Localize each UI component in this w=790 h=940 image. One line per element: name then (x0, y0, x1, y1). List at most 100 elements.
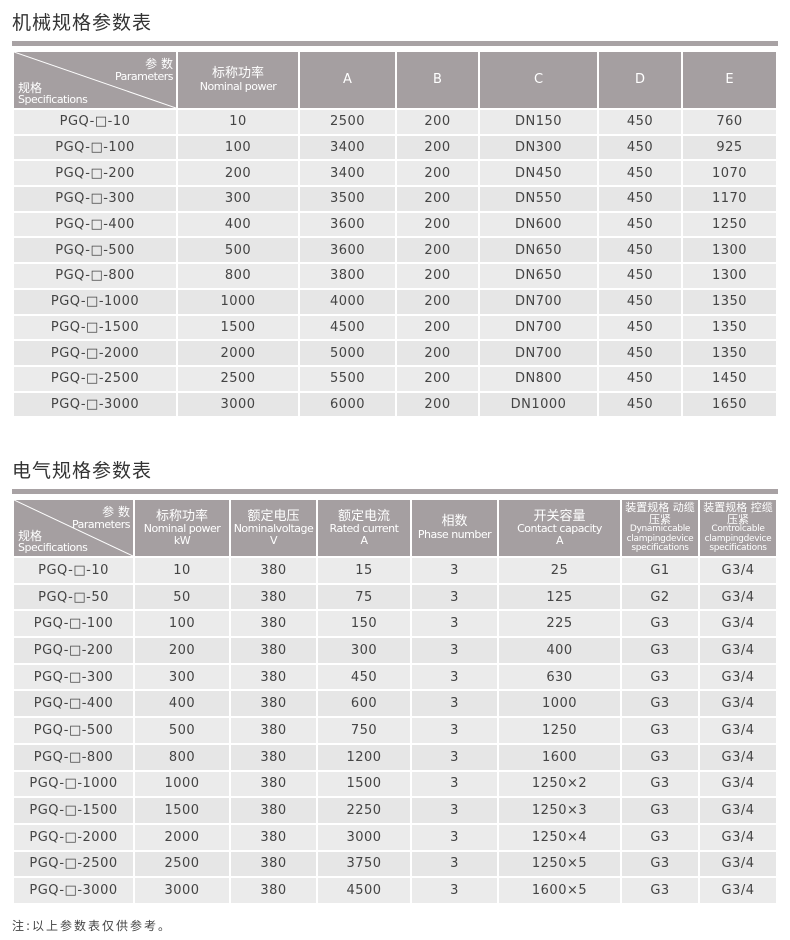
value-cell: 200 (395, 185, 480, 213)
spec-zh: 规格 (18, 80, 43, 95)
value-cell: 200 (395, 287, 480, 316)
value-cell: 1250×2 (497, 769, 622, 799)
value-cell: 3400 (298, 133, 397, 162)
header-en: Nominal power (143, 522, 221, 536)
value-cell: 15 (316, 556, 412, 585)
header-zh: 标称功率 (155, 508, 208, 524)
header-zh: 装置规格 控缆压紧 (703, 501, 773, 526)
value-cell: G3 (620, 822, 700, 852)
table-row: PGQ-□-300 300 3500 200 DN550 450 1170 (12, 185, 778, 213)
header-d: D (597, 50, 683, 110)
header-en: Phase number (417, 528, 492, 542)
table-row: PGQ-□-500 500 3600 200 DN650 450 1300 (12, 236, 778, 265)
header-col-5: 装置规格 动缆压紧 Dynamiccable clampingdevice spe… (620, 498, 700, 558)
model-cell: PGQ-□-100 (12, 133, 178, 162)
value-cell: 1500 (316, 769, 412, 799)
value-cell: DN650 (478, 262, 599, 290)
value-cell: 380 (229, 769, 318, 799)
value-cell: 1000 (133, 769, 231, 799)
model-cell: PGQ-□-3000 (12, 876, 135, 905)
table-row: PGQ-□-10 10 380 15 3 25 G1 G3/4 (12, 556, 778, 585)
value-cell: 3 (410, 716, 499, 745)
model-cell: PGQ-□-200 (12, 636, 135, 665)
table-row: PGQ-□-200 200 3400 200 DN450 450 1070 (12, 159, 778, 188)
value-cell: DN700 (478, 339, 599, 367)
value-cell: 1600 (497, 742, 622, 772)
value-cell: 450 (316, 662, 412, 692)
table-row: PGQ-□-100 100 3400 200 DN300 450 925 (12, 133, 778, 162)
param-zh: 参 数 (145, 57, 173, 71)
header-nominal-power: 标称功率 Nominal power (176, 50, 300, 110)
model-cell: PGQ-□-400 (12, 210, 178, 239)
model-cell: PGQ-□-1500 (12, 796, 135, 825)
header-col-0: 标称功率 Nominal power kW (133, 498, 231, 558)
value-cell: 3 (410, 876, 499, 905)
value-cell: 3 (410, 822, 499, 852)
title-divider (12, 489, 778, 494)
table-row: PGQ-□-1500 1500 380 2250 3 1250×3 G3 G3/4 (12, 796, 778, 825)
value-cell: DN450 (478, 159, 599, 188)
model-cell: PGQ-□-200 (12, 159, 178, 188)
header-en: Rated current (329, 522, 399, 536)
table-row: PGQ-□-800 800 380 1200 3 1600 G3 G3/4 (12, 742, 778, 772)
value-cell: 3400 (298, 159, 397, 188)
value-cell: G3 (620, 769, 700, 799)
table-row: PGQ-□-1500 1500 4500 200 DN700 450 1350 (12, 313, 778, 342)
header-zh: 相数 (441, 514, 468, 530)
value-cell: G3/4 (698, 556, 778, 585)
spec-zh: 规格 (18, 528, 43, 543)
value-cell: G3 (620, 636, 700, 665)
value-cell: 10 (176, 108, 300, 136)
value-cell: 6000 (298, 390, 397, 419)
model-cell: PGQ-□-500 (12, 236, 178, 265)
value-cell: 200 (395, 364, 480, 393)
value-cell: 2250 (316, 796, 412, 825)
value-cell: G3/4 (698, 662, 778, 692)
value-cell: 200 (395, 236, 480, 265)
value-cell: 2500 (176, 364, 300, 393)
table-row: PGQ-□-3000 3000 380 4500 3 1600×5 G3 G3/4 (12, 876, 778, 905)
value-cell: 450 (597, 185, 683, 213)
value-cell: 1250×5 (497, 849, 622, 879)
value-cell: 3 (410, 609, 499, 639)
value-cell: 3600 (298, 236, 397, 265)
model-cell: PGQ-□-3000 (12, 390, 178, 419)
value-cell: 50 (133, 582, 231, 612)
value-cell: G1 (620, 556, 700, 585)
model-cell: PGQ-□-2500 (12, 849, 135, 879)
value-cell: G3 (620, 742, 700, 772)
table-row: PGQ-□-2000 2000 5000 200 DN700 450 1350 (12, 339, 778, 367)
value-cell: 200 (395, 133, 480, 162)
value-cell: 1500 (176, 313, 300, 342)
value-cell: 1650 (681, 390, 778, 419)
value-cell: 200 (395, 313, 480, 342)
value-cell: 925 (681, 133, 778, 162)
value-cell: 1070 (681, 159, 778, 188)
electrical-spec-table: 参 数 Parameters 规格 Specifications 标称功率 Nomin… (12, 498, 778, 905)
table-row: PGQ-□-10 10 2500 200 DN150 450 760 (12, 108, 778, 136)
value-cell: 5000 (298, 339, 397, 367)
value-cell: 760 (681, 108, 778, 136)
value-cell: 1300 (681, 236, 778, 265)
value-cell: 450 (597, 236, 683, 265)
value-cell: G3 (620, 609, 700, 639)
value-cell: 3600 (298, 210, 397, 239)
value-cell: 200 (176, 159, 300, 188)
mechanical-spec-table: 参 数 Parameters 规格 Specifications 标称功率 Nomin… (12, 50, 778, 419)
model-cell: PGQ-□-100 (12, 609, 135, 639)
value-cell: 200 (395, 390, 480, 419)
value-cell: DN800 (478, 364, 599, 393)
spec-en: Specifications (18, 541, 88, 555)
value-cell: 800 (133, 742, 231, 772)
param-en: Parameters (115, 69, 173, 83)
value-cell: DN650 (478, 236, 599, 265)
value-cell: 4000 (298, 287, 397, 316)
value-cell: 1300 (681, 262, 778, 290)
value-cell: DN1000 (478, 390, 599, 419)
header-en: Nominal power (199, 80, 277, 94)
value-cell: 3750 (316, 849, 412, 879)
value-cell: G3 (620, 849, 700, 879)
value-cell: 450 (597, 339, 683, 367)
value-cell: 2000 (133, 822, 231, 852)
value-cell: 3500 (298, 185, 397, 213)
